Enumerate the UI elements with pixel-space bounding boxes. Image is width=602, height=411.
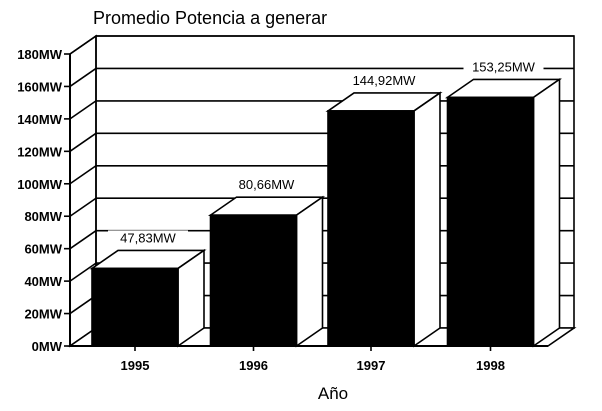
gridline-side-9 <box>69 35 97 55</box>
data-label-box-1998 <box>463 59 544 76</box>
y-tick-label-1: 20MW <box>24 307 62 322</box>
bar-1998 <box>446 96 535 347</box>
gridline-side-3 <box>69 230 97 250</box>
tick-labels: 0MW 20MW 40MW 60MW 80MW 100MW 120MW 140MW 160MW 1… <box>17 47 535 373</box>
bar-1995 <box>91 267 179 347</box>
bar-1996 <box>209 214 298 347</box>
chart-title: Promedio Potencia a generar <box>93 8 327 28</box>
data-label-box-1995 <box>108 230 188 247</box>
x-tick-label-1995: 1995 <box>121 358 150 373</box>
bar-1997 <box>327 110 415 347</box>
y-tick-label-4: 80MW <box>24 209 62 224</box>
gridline-side-4 <box>69 197 97 217</box>
y-tick-label-5: 100MW <box>17 177 63 192</box>
x-axis-title: Año <box>318 384 348 403</box>
data-label-box-1996 <box>226 177 307 194</box>
bar-side-1995 <box>177 248 205 348</box>
data-label-1996: 80,66MW <box>239 177 295 192</box>
x-tick-label-1997: 1997 <box>357 358 386 373</box>
y-tick-label-9: 180MW <box>17 47 63 62</box>
data-label-box-1997 <box>344 72 424 89</box>
gridline-side-6 <box>69 132 97 152</box>
x-tick-label-1996: 1996 <box>239 358 268 373</box>
y-tick-label-7: 140MW <box>17 112 63 127</box>
y-tick-label-3: 60MW <box>24 242 62 257</box>
bar-side-1996 <box>295 195 324 348</box>
gridline-side-5 <box>69 165 97 185</box>
x-tick-label-1998: 1998 <box>476 358 505 373</box>
gridline-side-7 <box>69 100 97 120</box>
bar-side-1998 <box>532 77 561 348</box>
data-label-1995: 47,83MW <box>120 230 176 245</box>
bar-side-1997 <box>413 91 441 348</box>
y-tick-label-8: 160MW <box>17 79 63 94</box>
bars <box>89 77 563 348</box>
gridline-side-2 <box>69 262 97 282</box>
data-label-1998: 153,25MW <box>472 59 536 74</box>
y-tick-label-6: 120MW <box>17 144 63 159</box>
data-label-boxes <box>108 59 544 247</box>
y-tick-label-0: 0MW <box>32 339 63 354</box>
gridline-side-8 <box>69 67 97 88</box>
y-tick-label-2: 40MW <box>24 274 62 289</box>
data-label-1997: 144,92MW <box>353 73 417 88</box>
